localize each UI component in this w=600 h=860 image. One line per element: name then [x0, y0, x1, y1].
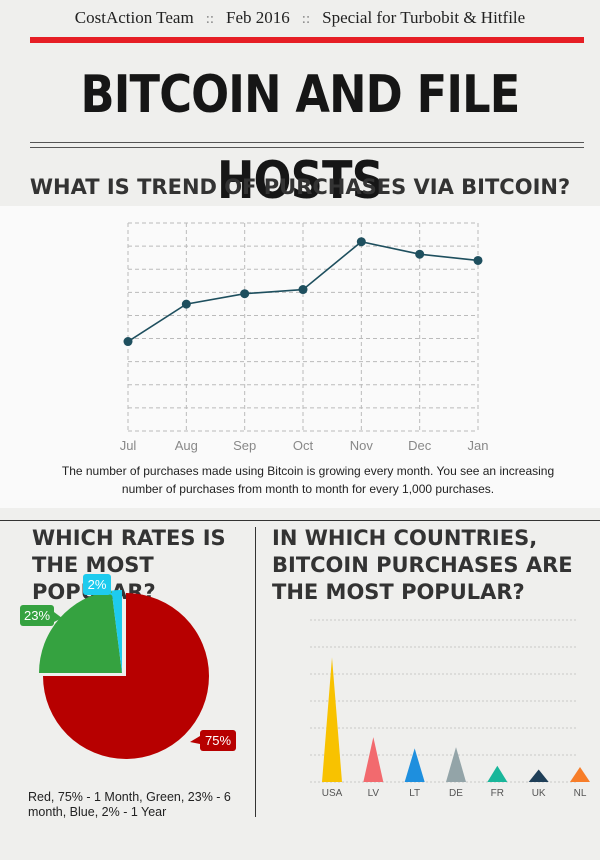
header-team: CostAction Team: [74, 8, 194, 27]
green-slice-label-pointer: [54, 612, 62, 622]
header-date: Feb 2016: [226, 8, 290, 27]
country-bar: [528, 769, 549, 782]
trend-caption: The number of purchases made using Bitco…: [61, 464, 555, 496]
country-label: FR: [491, 788, 504, 799]
blue-slice-label: 2%: [83, 574, 116, 598]
country-label: LT: [409, 788, 420, 799]
header: CostAction Team:: Feb 2016:: Special for T…: [0, 0, 600, 36]
title-divider-top: [30, 142, 584, 143]
data-point: [298, 285, 308, 295]
country-label: DE: [449, 788, 463, 799]
countries-heading: IN WHICH COUNTRIES, BITCOIN PURCHASES AR…: [272, 526, 573, 604]
green-slice-label-box: [20, 605, 54, 626]
pie-slice: [43, 593, 209, 759]
country-label: NL: [574, 788, 587, 799]
green-slice-label: 23%: [20, 605, 62, 626]
x-tick-label: Sep: [233, 438, 256, 453]
x-tick-label: Nov: [350, 438, 374, 453]
blue-slice-label-pointer: [108, 593, 116, 598]
country-bar: [487, 765, 508, 782]
header-special: Special for Turbobit & Hitfile: [322, 8, 526, 27]
trend-line-chart: Jul Aug Sep Oct Nov Dec Jan: [120, 222, 489, 453]
red-slice-label: 75%: [190, 730, 236, 751]
red-slice-label-pointer: [190, 736, 200, 744]
pie-slice: [39, 590, 122, 673]
data-point: [240, 289, 250, 299]
red-slice-label-text: 75%: [205, 733, 231, 748]
data-point: [415, 249, 425, 259]
data-point: [473, 255, 483, 265]
country-label: UK: [532, 788, 546, 799]
trend-panel: [0, 206, 600, 508]
column-divider: [255, 527, 256, 817]
rates-pie-chart: 75% 23% 2%: [20, 574, 236, 759]
x-tick-label: Jan: [468, 438, 489, 453]
main-title: BITCOIN AND FILE HOSTS: [80, 65, 521, 211]
blue-slice-label-text: 2%: [88, 577, 107, 592]
green-slice-label-text: 23%: [24, 608, 50, 623]
pie-slice: [111, 590, 122, 673]
country-bar: [322, 657, 342, 782]
trend-heading: WHAT IS TREND OF PURCHASES VIA BITCOIN?: [29, 175, 571, 199]
country-label: USA: [322, 788, 343, 799]
x-tick-label: Jul: [120, 438, 137, 453]
country-bar: [404, 748, 425, 782]
data-point: [356, 237, 366, 247]
x-tick-label: Oct: [293, 438, 314, 453]
data-point: [181, 299, 191, 309]
x-tick-label: Dec: [408, 438, 432, 453]
section-divider: [0, 520, 600, 521]
countries-bar-chart: USA LV LT DE FR UK NL: [310, 619, 590, 799]
red-slice-label-box: [200, 730, 236, 751]
header-separator: ::: [205, 11, 215, 27]
country-bar: [363, 737, 384, 782]
country-label: LV: [368, 788, 380, 799]
blue-slice-label-box: [83, 574, 111, 595]
x-tick-label: Aug: [175, 438, 198, 453]
header-separator: ::: [301, 11, 311, 27]
rates-caption: Red, 75% - 1 Month, Green, 23% - 6 month…: [28, 790, 231, 819]
title-divider-bottom: [30, 147, 584, 148]
data-point: [123, 337, 133, 347]
red-accent-bar: [30, 37, 584, 43]
country-bar: [570, 767, 590, 782]
country-bar: [446, 747, 466, 782]
